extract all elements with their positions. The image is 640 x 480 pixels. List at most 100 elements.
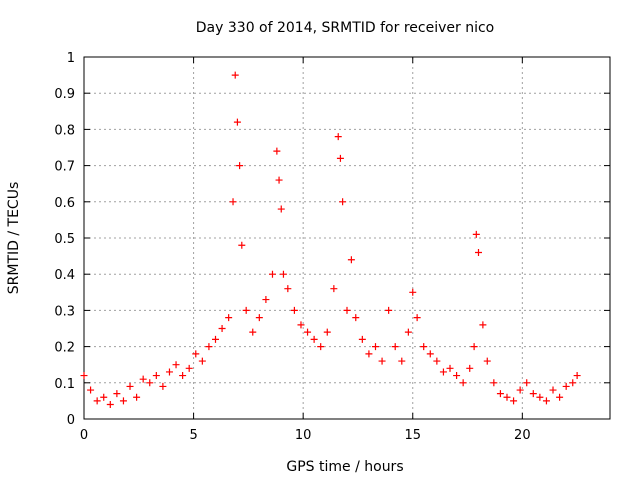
data-point — [549, 386, 557, 394]
data-point — [172, 361, 180, 369]
data-point — [336, 154, 344, 162]
y-tick-label: 0.8 — [54, 123, 75, 138]
data-point — [279, 270, 287, 278]
y-tick-label: 0.5 — [54, 232, 75, 247]
grid-lines — [84, 57, 610, 419]
data-point — [446, 364, 454, 372]
data-point — [126, 382, 134, 390]
data-point — [229, 198, 237, 206]
data-point — [404, 328, 412, 336]
data-point — [242, 306, 250, 314]
data-point — [231, 71, 239, 79]
data-point — [185, 364, 193, 372]
data-point — [249, 328, 257, 336]
data-point — [569, 379, 577, 387]
y-tick-label: 0.4 — [54, 268, 75, 283]
data-point — [236, 162, 244, 170]
data-point — [330, 285, 338, 293]
data-point — [510, 397, 518, 405]
data-point — [297, 321, 305, 329]
data-point — [233, 118, 241, 126]
data-point — [426, 350, 434, 358]
data-point — [165, 368, 173, 376]
data-point — [275, 176, 283, 184]
data-point — [347, 256, 355, 264]
data-point — [573, 372, 581, 380]
data-point — [310, 335, 318, 343]
data-point — [523, 379, 531, 387]
data-point — [273, 147, 281, 155]
y-axis-label: SRMTID / TECUs — [6, 182, 22, 295]
data-point — [466, 364, 474, 372]
data-point — [470, 343, 478, 351]
data-point — [472, 230, 480, 238]
data-point — [542, 397, 550, 405]
data-point — [490, 379, 498, 387]
y-tick-label: 0.1 — [54, 377, 75, 392]
data-point — [475, 248, 482, 256]
data-point — [352, 314, 360, 322]
data-point — [420, 343, 428, 351]
data-point — [133, 393, 141, 401]
data-point — [529, 390, 537, 398]
data-point — [317, 343, 325, 351]
data-point — [496, 390, 504, 398]
data-point — [398, 357, 406, 365]
data-point — [516, 386, 524, 394]
data-point — [93, 397, 101, 405]
chart-title: Day 330 of 2014, SRMTID for receiver nic… — [196, 20, 494, 36]
data-point — [262, 296, 270, 304]
data-point — [284, 285, 292, 293]
data-point — [304, 328, 312, 336]
data-point — [290, 306, 298, 314]
data-point — [334, 133, 342, 141]
data-point — [385, 306, 393, 314]
data-point — [409, 288, 417, 296]
data-point — [459, 379, 467, 387]
y-tick-label: 0.2 — [54, 341, 75, 356]
data-point — [343, 306, 351, 314]
data-point — [339, 198, 347, 206]
data-point — [100, 393, 108, 401]
data-point — [483, 357, 491, 365]
y-tick-labels: 0 0.1 0.2 0.3 0.4 0.5 0.6 0.7 0.8 0.9 1 — [54, 51, 75, 428]
plot-frame — [83, 56, 611, 420]
data-point — [139, 375, 147, 383]
x-tick-label: 10 — [295, 428, 312, 443]
x-tick-label: 0 — [80, 428, 88, 443]
data-point — [503, 393, 511, 401]
data-point — [80, 372, 88, 380]
data-point — [113, 390, 121, 398]
y-tick-label: 0 — [67, 413, 75, 428]
data-point — [146, 379, 154, 387]
data-point — [536, 393, 544, 401]
data-point — [212, 335, 219, 343]
data-point — [323, 328, 331, 336]
data-point — [371, 343, 379, 351]
data-point — [277, 205, 285, 213]
data-point — [238, 241, 246, 249]
data-point — [391, 343, 399, 351]
x-axis-label: GPS time / hours — [286, 459, 403, 475]
data-point — [365, 350, 373, 358]
data-point — [562, 382, 570, 390]
data-point — [225, 314, 233, 322]
data-point — [268, 270, 276, 278]
data-point — [556, 393, 564, 401]
data-point — [255, 314, 263, 322]
data-point — [192, 350, 200, 358]
data-point — [479, 321, 487, 329]
data-point — [205, 343, 213, 351]
x-tick-label: 15 — [404, 428, 421, 443]
x-tick-labels: 0 5 10 15 20 — [80, 428, 531, 443]
data-point — [106, 401, 114, 409]
data-point — [439, 368, 447, 376]
y-tick-label: 0.9 — [54, 87, 75, 102]
x-tick-label: 20 — [514, 428, 531, 443]
data-points — [80, 71, 581, 409]
data-point — [119, 397, 127, 405]
x-tick-label: 5 — [189, 428, 197, 443]
data-point — [179, 372, 187, 380]
data-point — [159, 382, 167, 390]
